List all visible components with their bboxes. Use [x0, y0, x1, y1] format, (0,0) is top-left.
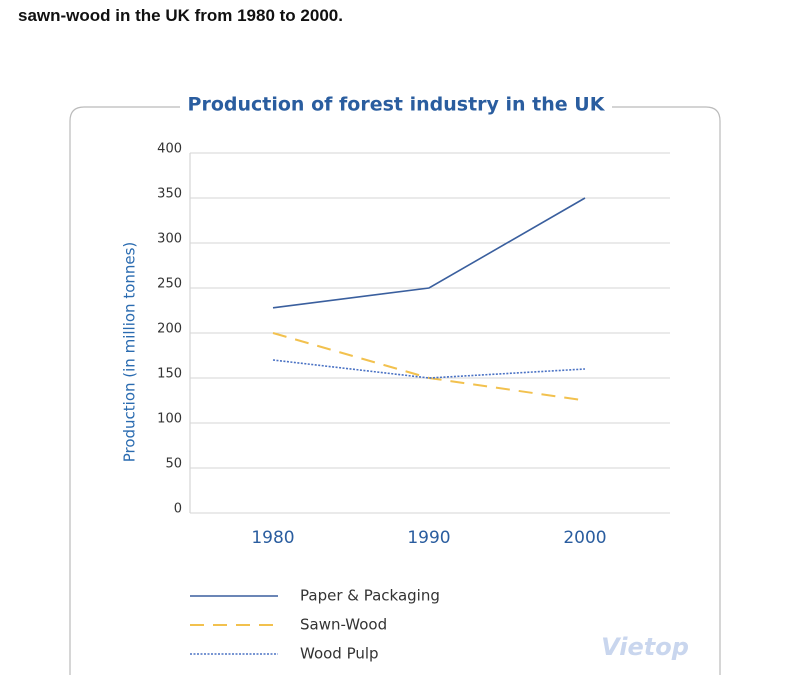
legend-label: Wood Pulp	[300, 645, 379, 663]
x-tick-label: 2000	[563, 528, 606, 548]
y-tick-label: 0	[174, 502, 182, 517]
series-line	[272, 332, 586, 402]
y-tick-label: 50	[165, 457, 182, 472]
series-line	[272, 359, 586, 379]
legend-label: Paper & Packaging	[300, 587, 440, 605]
y-tick-label: 250	[157, 277, 182, 292]
legend-label: Sawn-Wood	[300, 616, 387, 634]
y-tick-label: 400	[157, 142, 182, 157]
watermark: Vietop	[601, 633, 689, 661]
x-tick-label: 1990	[407, 528, 450, 548]
y-axis-label: Production (in million tonnes)	[121, 242, 139, 463]
prompt-text: sawn-wood in the UK from 1980 to 2000.	[18, 6, 343, 25]
series-line	[272, 197, 586, 309]
y-tick-label: 200	[157, 322, 182, 337]
y-tick-label: 350	[157, 187, 182, 202]
frame	[69, 106, 721, 675]
y-tick-label: 150	[157, 367, 182, 382]
y-tick-label: 100	[157, 412, 182, 427]
x-tick-label: 1980	[251, 528, 294, 548]
chart-title: Production of forest industry in the UK	[188, 94, 606, 116]
y-tick-label: 300	[157, 232, 182, 247]
